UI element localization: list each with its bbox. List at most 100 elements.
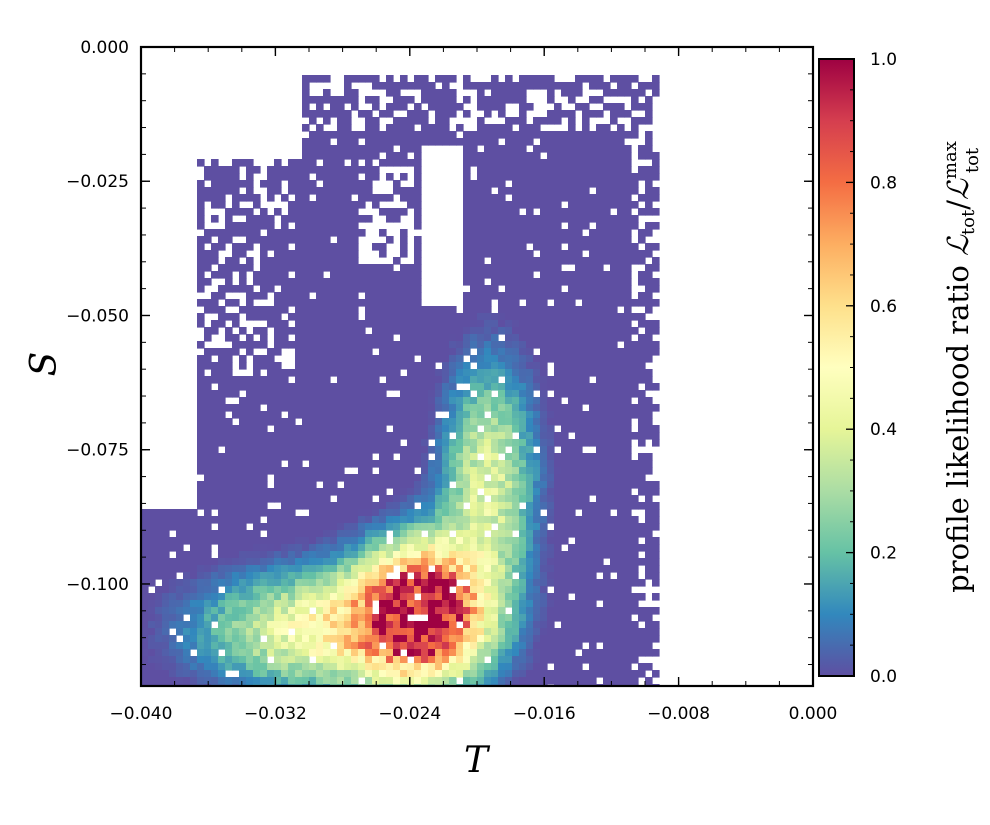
heat-cell xyxy=(491,551,499,559)
heat-cell xyxy=(477,572,485,580)
heat-cell xyxy=(561,488,569,496)
heat-cell xyxy=(365,432,373,440)
heat-cell xyxy=(582,502,590,510)
heat-cell xyxy=(589,502,597,510)
heat-cell xyxy=(372,404,380,412)
heat-cell xyxy=(274,229,282,237)
heat-cell xyxy=(596,264,604,272)
heat-cell xyxy=(204,642,212,650)
heat-cell xyxy=(393,523,401,531)
heat-cell xyxy=(372,663,380,671)
heat-cell xyxy=(477,355,485,363)
heat-cell xyxy=(239,453,247,461)
heat-cell xyxy=(414,383,422,391)
heat-cell xyxy=(589,439,597,447)
heat-cell xyxy=(232,453,240,461)
heat-cell xyxy=(267,418,275,426)
heat-cell xyxy=(498,173,506,181)
heat-cell xyxy=(372,299,380,307)
heat-cell xyxy=(393,397,401,405)
heat-cell xyxy=(253,376,261,384)
heat-cell xyxy=(589,369,597,377)
heat-cell xyxy=(253,600,261,608)
heat-cell xyxy=(316,236,324,244)
heat-cell xyxy=(442,460,450,468)
heat-cell xyxy=(372,124,380,132)
heat-cell xyxy=(519,236,527,244)
heat-cell xyxy=(155,551,163,559)
heat-cell xyxy=(568,397,576,405)
heat-cell xyxy=(260,572,268,580)
heat-cell xyxy=(239,572,247,580)
heat-cell xyxy=(442,96,450,104)
heat-cell xyxy=(281,222,289,230)
heat-cell xyxy=(526,572,534,580)
heat-cell xyxy=(344,390,352,398)
heat-cell xyxy=(596,257,604,265)
heat-cell xyxy=(484,453,492,461)
heat-cell xyxy=(253,229,261,237)
heat-cell xyxy=(330,278,338,286)
heat-cell xyxy=(337,299,345,307)
heat-cell xyxy=(337,418,345,426)
heat-cell xyxy=(610,299,618,307)
heat-cell xyxy=(645,614,653,622)
heat-cell xyxy=(484,593,492,601)
heat-cell xyxy=(554,509,562,517)
heat-cell xyxy=(491,488,499,496)
heat-cell xyxy=(603,313,611,321)
heat-cell xyxy=(358,593,366,601)
heat-cell xyxy=(295,614,303,622)
heat-cell xyxy=(309,649,317,657)
heat-cell xyxy=(428,320,436,328)
heat-cell xyxy=(582,278,590,286)
heat-cell xyxy=(540,285,548,293)
heat-cell xyxy=(617,439,625,447)
heat-cell xyxy=(519,257,527,265)
heat-cell xyxy=(505,334,513,342)
heat-cell xyxy=(645,460,653,468)
heat-cell xyxy=(358,467,366,475)
heat-cell xyxy=(232,502,240,510)
heat-cell xyxy=(442,481,450,489)
heat-cell xyxy=(540,481,548,489)
heat-cell xyxy=(274,488,282,496)
heat-cell xyxy=(330,446,338,454)
heat-cell xyxy=(302,124,310,132)
heat-cell xyxy=(519,404,527,412)
heat-cell xyxy=(491,362,499,370)
heat-cell xyxy=(449,558,457,566)
heat-cell xyxy=(379,600,387,608)
heat-cell xyxy=(491,103,499,111)
heat-cell xyxy=(218,558,226,566)
heat-cell xyxy=(596,628,604,636)
heat-cell xyxy=(547,502,555,510)
heat-cell xyxy=(274,425,282,433)
heat-cell xyxy=(330,628,338,636)
heat-cell xyxy=(337,180,345,188)
heat-cell xyxy=(386,565,394,573)
heat-cell xyxy=(449,453,457,461)
heat-cell xyxy=(337,579,345,587)
heat-cell xyxy=(211,663,219,671)
heat-cell xyxy=(526,215,534,223)
heat-cell xyxy=(526,229,534,237)
heat-cell xyxy=(351,299,359,307)
heat-cell xyxy=(561,467,569,475)
heat-cell xyxy=(421,551,429,559)
heat-cell xyxy=(582,208,590,216)
heat-cell xyxy=(561,208,569,216)
heat-cell xyxy=(505,649,513,657)
heat-cell xyxy=(610,663,618,671)
heat-cell xyxy=(589,558,597,566)
heat-cell xyxy=(568,607,576,615)
heat-cell xyxy=(547,264,555,272)
heat-cell xyxy=(540,278,548,286)
heat-cell xyxy=(393,642,401,650)
heat-cell xyxy=(197,656,205,664)
heat-cell xyxy=(155,523,163,531)
heat-cell xyxy=(589,649,597,657)
heat-cell xyxy=(582,299,590,307)
heat-cell xyxy=(323,222,331,230)
heat-cell xyxy=(309,257,317,265)
